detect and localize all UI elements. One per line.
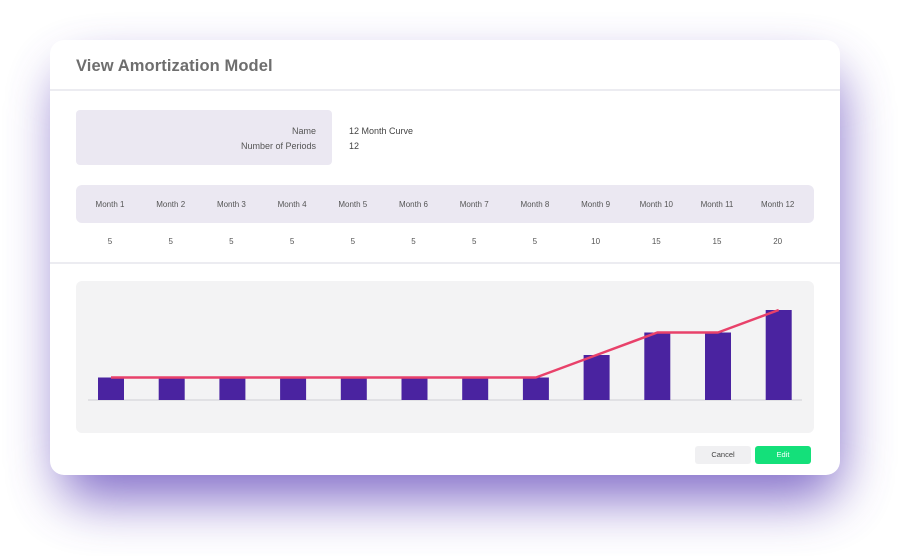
chart-bar <box>522 377 549 400</box>
month-header-cell: Month 9 <box>581 200 611 209</box>
month-value-cell: 5 <box>289 237 295 246</box>
chart-bar <box>583 355 610 400</box>
month-value-cell: 15 <box>651 237 661 246</box>
chart-bar <box>340 377 367 400</box>
name-label: Name <box>291 126 316 136</box>
month-value-cell: 5 <box>168 237 173 246</box>
month-value-cell: 5 <box>229 237 234 246</box>
info-panel: Name Number of Periods <box>76 110 332 165</box>
month-header-cell: Month 11 <box>700 200 734 209</box>
month-value-cell: 5 <box>350 237 356 246</box>
month-value-cell: 5 <box>411 237 416 246</box>
edit-button[interactable]: Edit <box>755 446 811 464</box>
section-divider <box>50 262 840 264</box>
month-value-cell: 15 <box>712 237 722 246</box>
header-divider <box>50 89 840 91</box>
months-header-row: Month 1 Month 2 Month 3 Month 4 Month 5 Month… <box>76 185 814 223</box>
month-header-cell: Month 7 <box>459 200 489 209</box>
month-value-cell: 10 <box>591 237 601 246</box>
amortization-modal: View Amortization Model Name Number of P… <box>50 40 840 475</box>
month-value-cell: 5 <box>471 237 477 246</box>
amortization-chart <box>76 281 814 433</box>
month-value-cell: 20 <box>773 237 783 246</box>
chart-bar <box>219 377 246 400</box>
month-header-cell: Month 6 <box>399 200 428 209</box>
chart-bar <box>644 332 671 400</box>
month-value-cell: 5 <box>107 237 113 246</box>
month-header-cell: Month 2 <box>156 200 186 209</box>
chart-bar <box>462 377 489 400</box>
month-header-cell: Month 3 <box>216 200 246 209</box>
month-header-cell: Month 8 <box>520 200 550 209</box>
chart-bar <box>158 377 185 400</box>
chart-bar <box>765 310 792 400</box>
chart-bar <box>98 377 124 400</box>
month-value-cell: 5 <box>532 237 538 246</box>
chart-bar <box>401 377 428 400</box>
periods-label: Number of Periods <box>240 141 316 151</box>
periods-value: 12 <box>349 141 360 151</box>
month-header-cell: Month 10 <box>639 200 673 209</box>
month-header-cell: Month 12 <box>761 200 795 209</box>
chart-svg <box>88 308 802 401</box>
modal-title: View Amortization Model <box>76 57 273 75</box>
chart-bar <box>280 377 307 400</box>
chart-trend-line <box>111 308 780 379</box>
month-header-cell: Month 1 <box>95 200 125 209</box>
name-value: 12 Month Curve <box>349 126 414 136</box>
chart-bar <box>705 332 731 400</box>
month-header-cell: Month 4 <box>277 200 307 209</box>
month-header-cell: Month 5 <box>338 200 368 209</box>
cancel-button[interactable]: Cancel <box>695 446 751 464</box>
